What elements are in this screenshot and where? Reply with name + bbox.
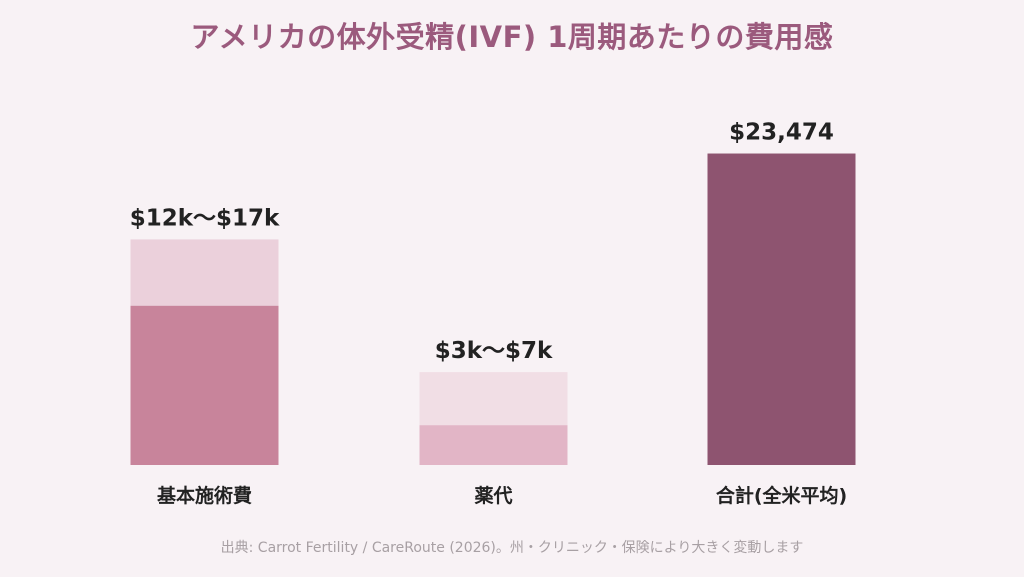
data-label-1: $3k〜$7k [435, 338, 553, 364]
bar-range-upper-0 [130, 239, 279, 306]
category-label-0: 基本施術費 [156, 484, 252, 507]
category-label-1: 薬代 [473, 484, 512, 507]
data-label-0: $12k〜$17k [130, 205, 280, 231]
source-note: 出典: Carrot Fertility / CareRoute (2026)。… [220, 540, 804, 556]
bar-range-upper-1 [419, 372, 568, 426]
chart-title: アメリカの体外受精(IVF) 1周期あたりの費用感 [190, 20, 834, 54]
bar-total [707, 153, 856, 466]
bar-range-lower-0 [130, 305, 279, 465]
data-label-2: $23,474 [729, 120, 834, 146]
category-label-2: 合計(全米平均) [716, 484, 847, 507]
bar-range-lower-1 [419, 425, 568, 465]
